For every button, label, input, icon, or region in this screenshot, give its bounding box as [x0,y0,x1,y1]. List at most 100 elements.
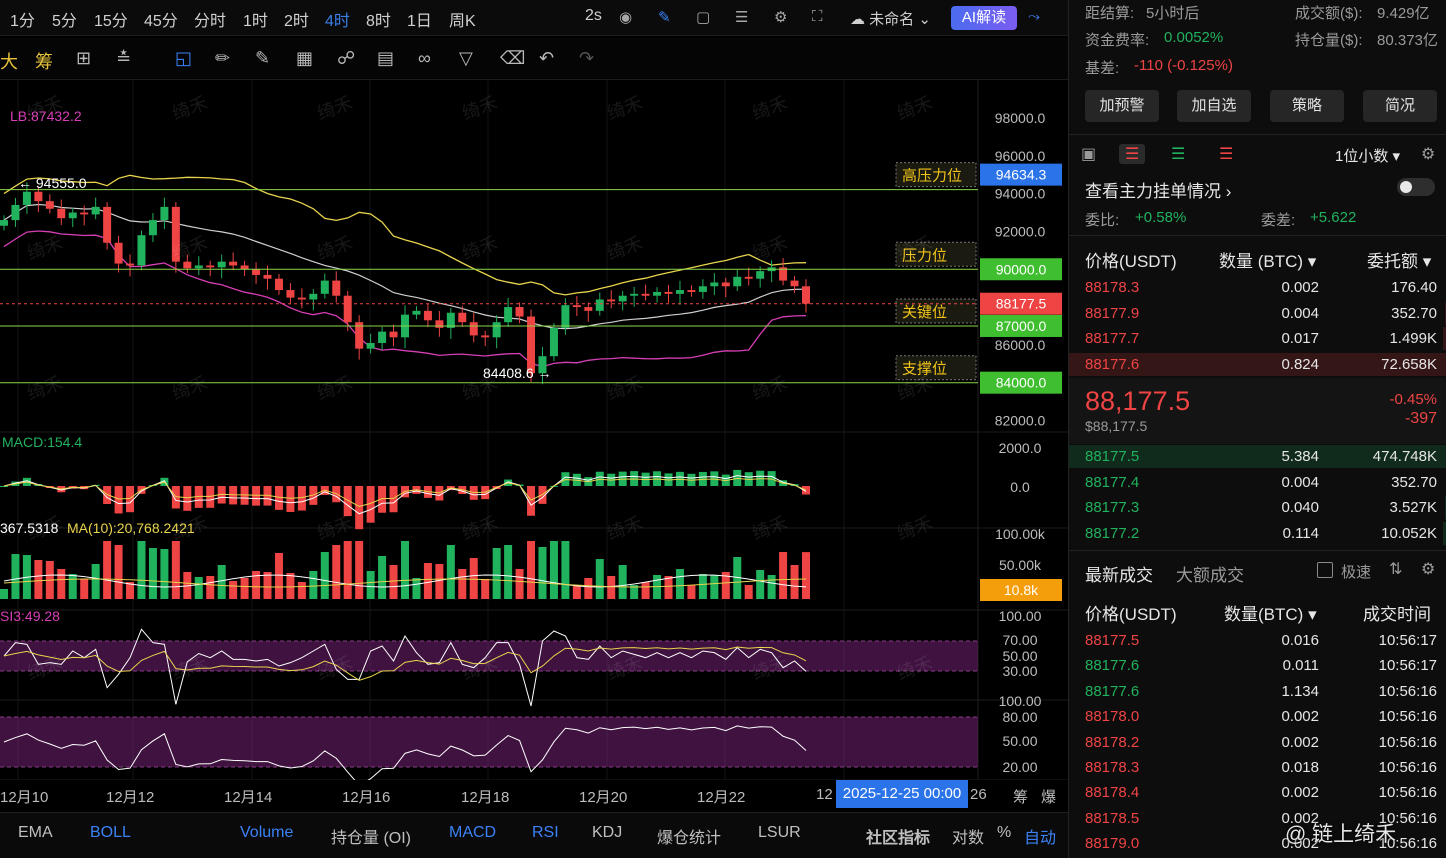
draw-tool-big[interactable]: 大 [0,52,18,72]
trades-header-qty[interactable]: 数量(BTC) ▾ [1224,605,1317,624]
bid-row[interactable]: 88177.5 5.384 474.748K [1069,444,1446,469]
timeframe-toolbar: 1分 5分 15分 45分 分时 1时 2时 4时 8时 1日 周K 2s ◉ … [0,0,1068,36]
book-header-qty[interactable]: 数量 (BTC) ▾ [1219,252,1317,271]
ask-row[interactable]: 88177.9 0.004 352.70 [1069,301,1446,326]
bid-row[interactable]: 88177.2 0.114 10.052K [1069,521,1446,546]
tf-2h[interactable]: 2时 [284,13,309,30]
candle-body [790,280,799,287]
trash-icon[interactable]: ⌫ [500,48,526,68]
share-icon[interactable]: ⤳ [1028,8,1041,25]
volume-bar [263,572,272,599]
tab-oi[interactable]: 持仓量 (OI) [331,830,411,847]
decimals-select[interactable]: 1位小数 ▾ [1335,148,1401,165]
chart-area[interactable]: 1分 5分 15分 45分 分时 1时 2时 4时 8时 1日 周K 2s ◉ … [0,0,1068,858]
trade-row[interactable]: 88177.5 0.016 10:56:17 [1069,628,1446,653]
undo-icon[interactable]: ↶ [539,48,555,68]
tab-latest-trades[interactable]: 最新成交 [1085,566,1153,585]
trade-row[interactable]: 88178.2 0.002 10:56:16 [1069,730,1446,755]
add-watchlist-button[interactable]: 加自选 [1177,90,1251,122]
chart-plot[interactable]: 98000.096000.094000.092000.090000.088000… [0,80,1068,824]
select-icon[interactable]: ◱ [175,48,193,68]
gear-icon[interactable]: ⚙ [1421,561,1436,578]
note-icon[interactable]: ▤ [377,48,395,68]
volume-tick: 100.00k [995,526,1046,542]
trade-row[interactable]: 88178.4 0.002 10:56:16 [1069,780,1446,805]
book-asks-icon[interactable]: ☰ [1219,146,1234,163]
tab-lsur[interactable]: LSUR [758,824,801,841]
lock-icon[interactable]: ☍ [337,48,356,68]
trade-row[interactable]: 88179.0 0.002 10:56:16 [1069,831,1446,856]
tf-timeshare[interactable]: 分时 [194,13,227,30]
main-orders-link[interactable]: 查看主力挂单情况 › [1085,182,1232,201]
camera-icon[interactable]: ◉ [619,9,633,26]
tab-boll[interactable]: BOLL [90,824,131,841]
tf-45m[interactable]: 45分 [144,13,178,30]
trade-row[interactable]: 88178.3 0.018 10:56:16 [1069,755,1446,780]
candle-body [446,312,455,328]
book-header-amount[interactable]: 委托额 ▾ [1367,252,1432,271]
trade-row[interactable]: 88177.6 0.011 10:56:17 [1069,653,1446,678]
tf-15m[interactable]: 15分 [94,13,128,30]
toggle-log[interactable]: 对数 [952,830,985,847]
tab-community[interactable]: 社区指标 [866,830,931,847]
tf-5m[interactable]: 5分 [52,13,77,30]
last-price-box: 88,177.5 $88,177.5 -0.45% -397 [1069,378,1446,444]
tab-volume[interactable]: Volume [240,824,294,841]
redo-icon[interactable]: ↷ [579,48,595,68]
tab-kdj[interactable]: KDJ [592,824,623,841]
pen-icon[interactable]: ✎ [658,9,671,26]
trade-row[interactable]: 88178.0 0.002 10:56:16 [1069,704,1446,729]
tf-week[interactable]: 周K [449,13,476,30]
tf-1m[interactable]: 1分 [10,13,35,30]
tf-1d[interactable]: 1日 [407,13,432,30]
tab-large-trades[interactable]: 大额成交 [1176,566,1244,585]
tab-macd[interactable]: MACD [449,824,497,841]
ask-row[interactable]: 88177.7 0.017 1.499K [1069,326,1446,351]
sort-icon[interactable]: ⇅ [1389,561,1403,578]
tab-liquidation[interactable]: 爆仓统计 [657,830,722,847]
candle-body [332,280,341,296]
candle-icon[interactable]: ▦ [296,48,314,68]
fast-checkbox[interactable] [1317,562,1333,578]
price-cell: 88178.2 [1085,733,1140,751]
tf-4h[interactable]: 4时 [325,13,350,30]
bid-row[interactable]: 88177.4 0.004 352.70 [1069,470,1446,495]
trade-row[interactable]: 88177.6 1.134 10:56:16 [1069,679,1446,704]
ask-row[interactable]: 88177.6 0.824 72.658K [1069,352,1446,377]
draw-icon[interactable]: ▢ [696,9,711,26]
overview-button[interactable]: 简况 [1363,90,1437,122]
filter-icon[interactable]: ▽ [459,48,473,68]
gear-icon[interactable]: ⚙ [1421,146,1436,163]
ai-interpret-button[interactable]: AI解读 [951,6,1017,30]
toggle-percent[interactable]: % [997,824,1012,841]
main-orders-toggle[interactable] [1397,178,1435,196]
macd-bar [286,486,295,512]
level-tag-box [895,355,977,381]
ruler-icon[interactable]: ✏ [215,48,231,68]
ask-row[interactable]: 88178.3 0.002 176.40 [1069,275,1446,300]
menu-icon[interactable]: ☰ [735,9,749,26]
settings-icon[interactable]: ⚙ [774,9,788,26]
refresh-interval[interactable]: 2s [585,7,602,24]
toggle-auto[interactable]: 自动 [1024,830,1057,847]
link-icon[interactable]: ∞ [418,48,431,68]
liquidation-label[interactable]: 爆 [1041,789,1057,806]
add-alert-button[interactable]: 加预警 [1085,90,1159,122]
trade-row[interactable]: 88178.5 0.002 10:56:16 [1069,806,1446,831]
strategy-button[interactable]: 策略 [1270,90,1344,122]
draw-tool-chips[interactable]: 筹 [35,52,53,72]
tab-rsi[interactable]: RSI [532,824,559,841]
book-both-icon[interactable]: ☰ [1119,144,1146,164]
trend-icon[interactable]: ≛ [116,48,132,68]
chips-label[interactable]: 筹 [1013,789,1029,806]
bid-row[interactable]: 88177.3 0.040 3.527K [1069,495,1446,520]
tab-ema[interactable]: EMA [18,824,53,841]
magnet-icon[interactable]: ⊞ [76,48,92,68]
tf-1h[interactable]: 1时 [243,13,268,30]
book-mode-icon[interactable]: ▣ [1081,146,1097,163]
fullscreen-icon[interactable]: ⛶ [812,8,823,25]
brush-icon[interactable]: ✎ [255,48,271,68]
tf-8h[interactable]: 8时 [366,13,391,30]
book-bids-icon[interactable]: ☰ [1171,146,1186,163]
layout-name[interactable]: ☁ 未命名 ⌄ [850,11,931,28]
